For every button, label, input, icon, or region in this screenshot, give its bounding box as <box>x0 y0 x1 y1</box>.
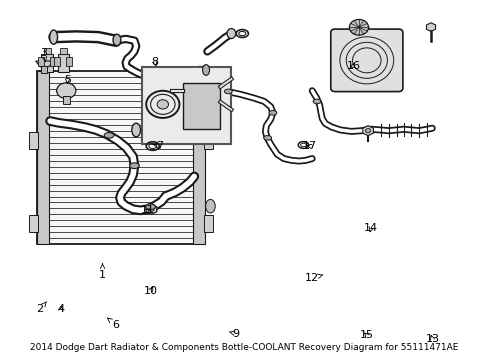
Bar <box>29 215 38 232</box>
Text: 6: 6 <box>107 318 119 330</box>
Text: 13: 13 <box>425 334 438 344</box>
Text: 10: 10 <box>143 286 157 296</box>
Circle shape <box>365 129 370 133</box>
Circle shape <box>57 83 76 99</box>
Ellipse shape <box>50 30 58 44</box>
Ellipse shape <box>268 111 276 115</box>
Text: 15: 15 <box>359 330 373 341</box>
Bar <box>183 83 220 129</box>
Circle shape <box>157 100 168 109</box>
Ellipse shape <box>226 28 235 39</box>
Bar <box>38 57 44 66</box>
Ellipse shape <box>205 113 215 126</box>
Bar <box>193 71 205 244</box>
Bar <box>41 66 47 73</box>
Text: 2: 2 <box>37 302 46 314</box>
FancyBboxPatch shape <box>330 29 402 91</box>
Polygon shape <box>426 23 435 31</box>
Text: 1: 1 <box>99 264 106 280</box>
Bar <box>50 57 55 66</box>
Text: 5: 5 <box>64 75 71 85</box>
Polygon shape <box>362 126 373 136</box>
Bar <box>37 71 49 244</box>
Bar <box>54 57 60 66</box>
Ellipse shape <box>312 99 320 104</box>
Ellipse shape <box>113 34 121 46</box>
Bar <box>58 54 69 72</box>
Text: 17: 17 <box>303 141 316 151</box>
Ellipse shape <box>202 64 209 75</box>
Ellipse shape <box>132 123 140 137</box>
Bar <box>203 132 212 149</box>
Polygon shape <box>146 204 157 214</box>
Text: 9: 9 <box>229 329 239 339</box>
Bar <box>62 96 70 104</box>
Bar <box>41 54 53 72</box>
Ellipse shape <box>205 199 215 213</box>
Text: 8: 8 <box>151 57 158 67</box>
Text: 3: 3 <box>40 48 47 61</box>
Ellipse shape <box>104 132 114 138</box>
Text: 14: 14 <box>364 223 377 233</box>
Bar <box>66 57 71 66</box>
Bar <box>37 71 205 244</box>
Text: 7: 7 <box>153 141 163 151</box>
Ellipse shape <box>129 163 139 168</box>
Text: 2014 Dodge Dart Radiator & Components Bottle-COOLANT Recovery Diagram for 551114: 2014 Dodge Dart Radiator & Components Bo… <box>30 343 458 352</box>
Bar <box>203 215 212 232</box>
Text: 4: 4 <box>58 304 64 314</box>
Text: 16: 16 <box>346 61 360 71</box>
Bar <box>43 48 50 54</box>
Circle shape <box>348 19 368 35</box>
Text: 11: 11 <box>140 205 154 215</box>
Ellipse shape <box>224 89 232 94</box>
Ellipse shape <box>145 204 155 210</box>
Text: 12: 12 <box>305 273 322 283</box>
Polygon shape <box>36 61 53 67</box>
Bar <box>29 132 38 149</box>
Bar <box>60 48 66 54</box>
Ellipse shape <box>263 135 271 140</box>
Bar <box>142 67 231 144</box>
Circle shape <box>148 207 154 211</box>
